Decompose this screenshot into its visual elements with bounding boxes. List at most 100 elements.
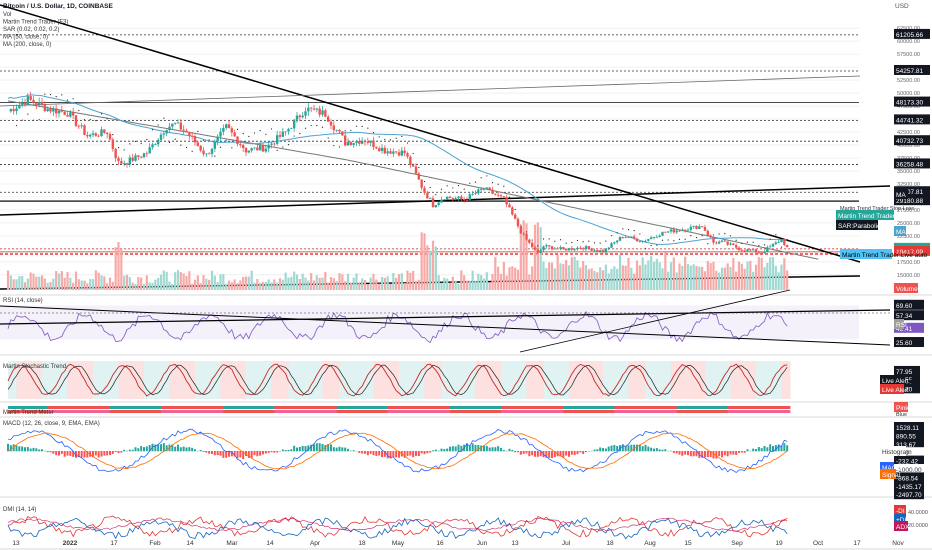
sar-dot [304, 127, 307, 129]
downtrend-line [0, 4, 861, 263]
volume-bar [431, 240, 435, 290]
volume-bar [672, 257, 675, 290]
dmi-title: DMI (14, 14) [3, 507, 36, 513]
volume-bar [777, 272, 780, 290]
candle-body [743, 250, 746, 252]
meter-cell [523, 410, 530, 413]
stoch-bg [271, 361, 281, 399]
blue-tag: Blue [896, 412, 907, 418]
macd-histogram-bar [126, 450, 128, 452]
macd-histogram-bar [202, 451, 205, 452]
candle-body [185, 130, 188, 133]
meter-cell [53, 406, 60, 409]
sar-dot [180, 144, 182, 146]
volume-bar [494, 256, 497, 290]
macd-histogram-bar [553, 451, 556, 458]
macd-histogram-bar [406, 451, 409, 456]
candle-body [326, 116, 330, 122]
meter-cell [512, 410, 519, 413]
stoch-bg [220, 361, 230, 399]
macd-histogram-bar [491, 447, 494, 452]
meter-cell [506, 406, 513, 409]
candle-body [734, 245, 738, 248]
meter-cell [438, 406, 445, 409]
volume-bar [686, 264, 690, 290]
meter-cell [280, 406, 287, 409]
macd-histogram-bar [245, 451, 247, 457]
volume-bar [718, 272, 721, 290]
stoch-bg [178, 361, 187, 399]
meter-cell [93, 410, 100, 413]
candle-body [329, 121, 333, 126]
meter-cell [557, 410, 564, 413]
sar-dot [72, 98, 74, 100]
macd-histogram-bar [783, 443, 786, 452]
macd-histogram-bar [559, 451, 562, 457]
volume-bar [239, 280, 242, 290]
stoch-bg [84, 361, 94, 399]
candle-body [460, 196, 463, 200]
stoch-bg [254, 361, 264, 399]
macd-histogram-bar [409, 451, 412, 456]
candle-body [321, 110, 324, 115]
macd-histogram-bar [131, 449, 134, 452]
candle-body [584, 246, 588, 250]
candle-body [335, 129, 338, 131]
sar-dot [639, 233, 641, 235]
candle-body [564, 248, 568, 251]
sar-dot [406, 142, 409, 144]
macd-histogram-bar [534, 451, 536, 457]
candle-body [247, 150, 251, 153]
candle-body [105, 132, 109, 135]
sar-dot [576, 239, 579, 242]
macd-histogram-bar [443, 449, 446, 452]
meter-cell [591, 410, 598, 413]
volume-bar [120, 249, 123, 290]
meter-cell [229, 410, 236, 413]
candle-body [156, 139, 160, 145]
candle-body [358, 141, 361, 144]
candle-body [647, 239, 650, 241]
candle-body [108, 134, 112, 140]
candle-body [171, 123, 174, 127]
volume-bar [281, 279, 284, 290]
macd-histogram-bar [454, 446, 457, 452]
volume-bar [168, 281, 171, 290]
volume-bar [463, 275, 466, 290]
rsi-level-tag-bg [894, 337, 924, 348]
meter-cell [750, 406, 757, 409]
meter-cell [631, 406, 638, 409]
candle-body [202, 150, 205, 155]
macd-histogram-bar [225, 451, 228, 458]
macd-histogram-bar [412, 451, 415, 458]
stoch-bg [127, 361, 136, 399]
candle-body [148, 147, 151, 154]
volume-bar [397, 274, 401, 290]
volume-bar [247, 276, 250, 290]
macd-histogram-bar [120, 451, 123, 453]
macd-histogram-bar [177, 444, 179, 452]
stoch-level-tag-bg [894, 383, 920, 394]
macd-tag-bg [880, 462, 894, 472]
meter-cell [761, 406, 768, 409]
macd-histogram-bar [55, 451, 58, 456]
candle-body [474, 193, 477, 195]
stoch-bg [93, 361, 102, 399]
volume-bar [641, 257, 644, 290]
volume-bar [284, 272, 287, 290]
macd-histogram-bar [545, 451, 548, 458]
sar-dot [780, 246, 783, 248]
macd-histogram-bar [63, 451, 66, 457]
volume-bar [21, 276, 24, 290]
meter-cell [331, 406, 338, 409]
candle-body [37, 102, 41, 106]
macd-histogram-bar [18, 446, 21, 452]
volume-bar [579, 267, 582, 290]
ma-tag-2-bg [894, 226, 906, 236]
macd-histogram-bar [293, 445, 296, 452]
sar-dot [610, 235, 613, 237]
macd-histogram-bar [738, 451, 740, 453]
dmi-panel [7, 515, 788, 540]
meter-cell [557, 406, 564, 409]
